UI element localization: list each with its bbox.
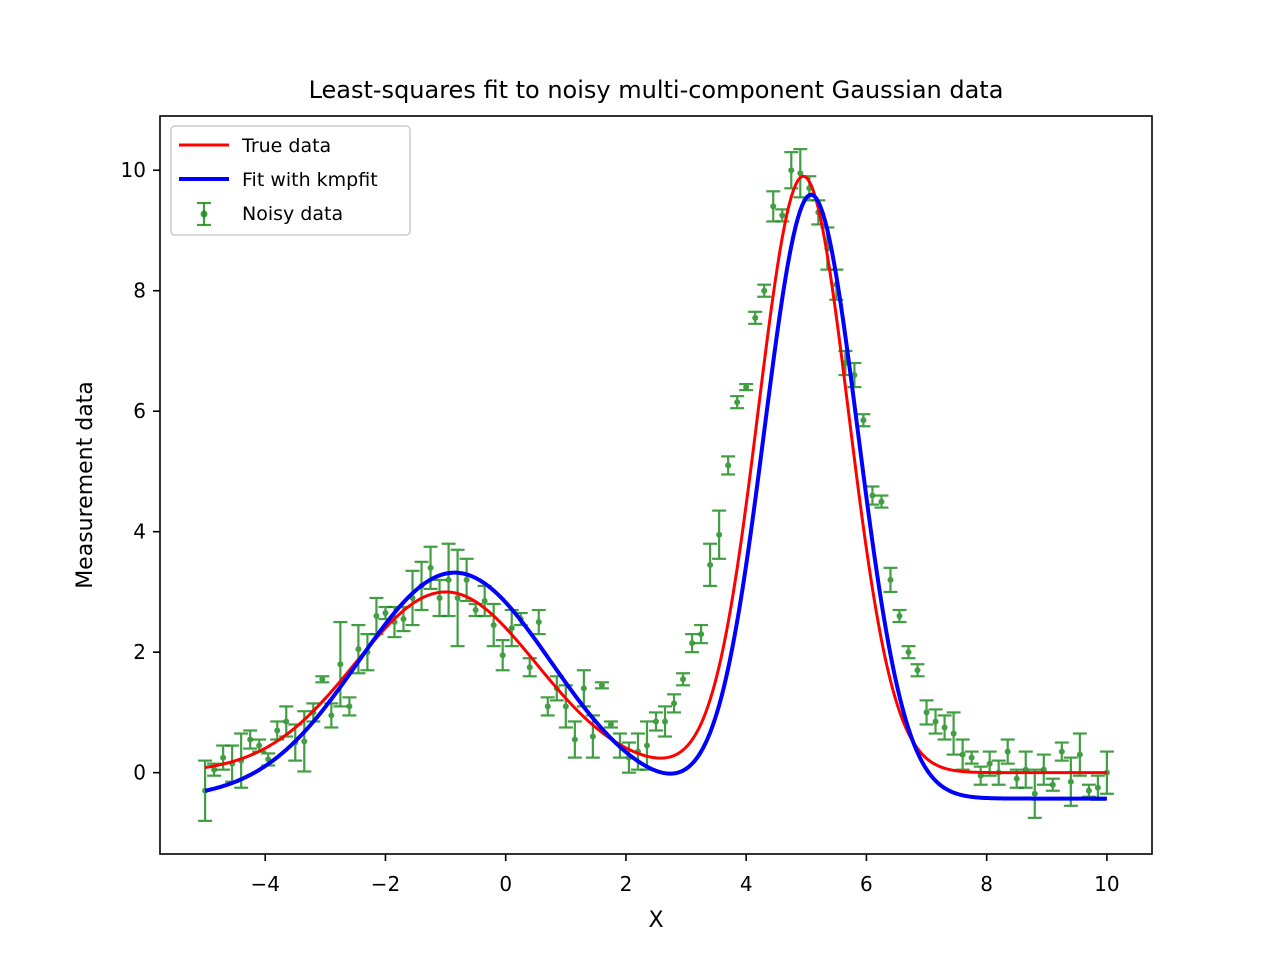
noisy-data-point: [486, 602, 501, 648]
noisy-data-point: [540, 696, 555, 717]
noisy-data-point: [694, 623, 709, 645]
noisy-data-point: [1045, 777, 1060, 792]
legend-true-data-label: True data: [241, 135, 331, 157]
y-tick-label: 4: [133, 520, 146, 544]
y-tick-label: 8: [133, 279, 146, 303]
fit-line: [204, 192, 1107, 801]
noisy-data-point: [441, 542, 456, 618]
noisy-data-point: [558, 684, 573, 729]
noisy-data-series: [198, 148, 1114, 822]
y-axis: 0 2 4 6 8 10: [121, 158, 160, 785]
x-tick-label: 2: [620, 872, 633, 896]
noisy-data-point: [315, 675, 330, 684]
plot-frame: [159, 115, 1153, 855]
noisy-data-point: [766, 190, 781, 223]
noisy-data-point: [1081, 783, 1096, 798]
noisy-data-point: [730, 395, 745, 410]
noisy-data-point: [405, 569, 420, 627]
noisy-data-point: [1000, 738, 1015, 765]
noisy-data-point: [712, 509, 727, 560]
noisy-data-point: [946, 711, 961, 756]
chart-title: Least-squares fit to noisy multi-compone…: [309, 76, 1004, 104]
noisy-data-point: [685, 633, 700, 654]
noisy-data-point: [333, 620, 348, 708]
x-tick-label: −4: [250, 872, 279, 896]
noisy-data-point: [1018, 750, 1033, 789]
noisy-data-point: [567, 720, 582, 759]
y-tick-label: 10: [121, 158, 146, 182]
noisy-data-point: [928, 708, 943, 735]
legend-noisy-data-label: Noisy data: [242, 203, 343, 225]
x-tick-label: 4: [740, 872, 753, 896]
noisy-data-point: [658, 705, 673, 738]
noisy-data-point: [874, 494, 889, 509]
noisy-data-point: [973, 765, 988, 786]
noisy-data-point: [450, 548, 465, 648]
noisy-data-point: [432, 578, 447, 618]
noisy-data-point: [748, 310, 763, 325]
noisy-data-point: [1036, 753, 1051, 786]
legend-frame: [170, 125, 411, 236]
noisy-data-point: [883, 566, 898, 594]
y-tick-label: 0: [133, 761, 146, 785]
x-tick-label: 6: [860, 872, 873, 896]
x-tick-label: 8: [980, 872, 993, 896]
legend-noisy-data-swatch: [197, 201, 211, 227]
noisy-data-point: [901, 645, 916, 660]
noisy-data-point: [892, 608, 907, 624]
legend-fit-label: Fit with kmpfit: [242, 169, 378, 191]
noisy-data-point: [1027, 768, 1042, 819]
noisy-data-point: [757, 283, 772, 298]
legend: True data Fit with kmpfit Noisy data: [170, 125, 411, 236]
noisy-data-point: [243, 729, 258, 750]
noisy-data-point: [649, 711, 663, 732]
noisy-data-point: [603, 720, 618, 729]
noisy-data-point: [1054, 741, 1069, 762]
noisy-data-point: [531, 608, 546, 636]
noisy-data-point: [594, 681, 609, 690]
noisy-data-point: [703, 542, 718, 588]
noisy-data-point: [937, 714, 952, 741]
noisy-data-point: [910, 663, 925, 678]
x-axis-label: X: [648, 908, 663, 933]
y-axis-label: Measurement data: [73, 381, 98, 589]
x-axis: −4 −2 0 2 4 6 8 10: [250, 854, 1120, 896]
x-tick-label: −2: [371, 872, 400, 896]
noisy-data-point: [667, 693, 682, 714]
noisy-data-point: [522, 657, 537, 678]
noisy-data-point: [919, 699, 934, 726]
y-tick-label: 2: [133, 640, 146, 664]
noisy-data-point: [1072, 732, 1087, 777]
true-data-line: [204, 174, 1107, 775]
y-tick-label: 6: [133, 399, 146, 423]
noisy-data-point: [676, 672, 691, 687]
x-tick-label: 10: [1094, 872, 1119, 896]
noisy-data-point: [784, 151, 799, 190]
noisy-data-point: [739, 382, 754, 392]
noisy-data-point: [495, 639, 510, 672]
noisy-data-point: [459, 557, 474, 603]
noisy-data-point: [964, 750, 979, 765]
noisy-data-point: [793, 148, 808, 199]
noisy-data-point: [342, 696, 357, 717]
x-tick-label: 0: [499, 872, 512, 896]
noisy-data-point: [576, 669, 591, 708]
noisy-data-point: [721, 455, 736, 476]
noisy-data-point: [351, 623, 366, 675]
